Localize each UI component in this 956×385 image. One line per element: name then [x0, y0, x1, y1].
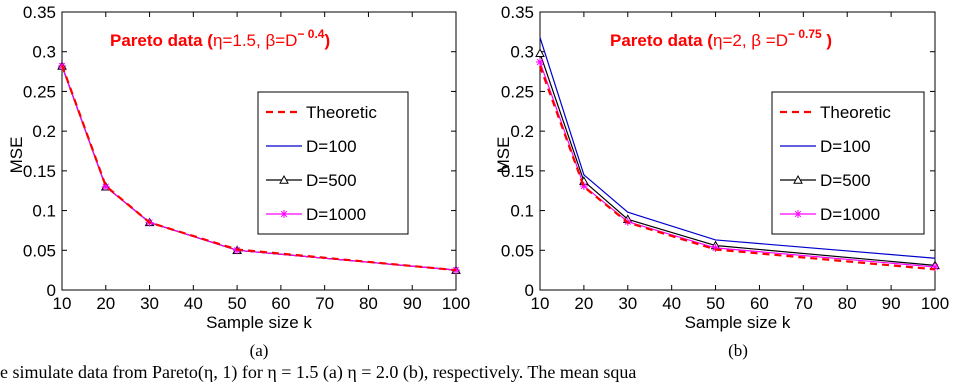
data-point	[536, 58, 544, 67]
legend-label: Theoretic	[306, 103, 377, 122]
x-tick-label: 70	[794, 294, 813, 313]
y-tick-label: 0.1	[510, 202, 534, 221]
data-point	[535, 48, 545, 58]
data-point	[452, 266, 460, 275]
y-tick-label: 0	[47, 281, 56, 300]
chart-title-part: β =D	[751, 31, 788, 50]
legend-label: D=100	[820, 137, 871, 156]
legend-label: D=500	[306, 171, 357, 190]
legend-label: D=1000	[306, 205, 366, 224]
legend-box	[771, 91, 925, 235]
x-tick-label: 10	[53, 294, 72, 313]
panel-caption: (a)	[250, 341, 269, 360]
y-axis-label: MSE	[494, 137, 513, 174]
legend-label: D=1000	[820, 205, 880, 224]
x-tick-label: 40	[662, 294, 681, 313]
y-tick-label: 0.15	[23, 162, 56, 181]
chart-title-part: − 0.4	[297, 27, 324, 41]
y-tick-label: 0.35	[501, 3, 534, 22]
y-tick-label: 0.25	[501, 82, 534, 101]
chart-panel-2: 10 20 30 40 50 60 70 80 90 100 0 0.05 0.1 0.15 0.2 0.25…	[494, 3, 949, 360]
legend-label: D=100	[306, 137, 357, 156]
x-tick-label: 90	[403, 294, 422, 313]
x-tick-label: 90	[882, 294, 901, 313]
legend-label: D=500	[820, 171, 871, 190]
x-tick-label: 20	[96, 294, 115, 313]
x-tick-label: 50	[706, 294, 725, 313]
x-tick-label: 60	[271, 294, 290, 313]
data-point	[101, 182, 110, 191]
chart-title-part: η=2,	[713, 31, 751, 50]
data-point	[579, 181, 588, 190]
x-tick-label: 60	[750, 294, 769, 313]
y-tick-label: 0.05	[501, 241, 534, 260]
chart-title-part: )	[822, 31, 832, 50]
legend-marker	[794, 210, 802, 218]
chart-panel-1: 10 20 30 40 50 60 70 80 90 100 0 0.05 0.1 0.15 0.2 0.25…	[7, 3, 470, 360]
y-axis-label: MSE	[7, 137, 26, 174]
x-tick-label: 70	[315, 294, 334, 313]
chart-title: Pareto data (η=2, β =D− 0.75 )	[610, 27, 832, 50]
legend-marker	[280, 210, 288, 218]
series-line	[538, 65, 936, 271]
chart-title-part: Pareto data (	[610, 31, 713, 50]
y-tick-label: 0.2	[32, 122, 56, 141]
data-point	[931, 262, 939, 271]
y-tick-label: 0.1	[32, 202, 56, 221]
y-tick-label: 0.25	[23, 82, 56, 101]
x-tick-label: 10	[531, 294, 550, 313]
plot-frame	[61, 11, 457, 291]
x-tick-label: 30	[140, 294, 159, 313]
y-tick-label: 0	[525, 281, 534, 300]
x-tick-label: 80	[359, 294, 378, 313]
y-tick-label: 0.35	[23, 3, 56, 22]
chart-title-part: β=D	[265, 31, 297, 50]
legend-marker	[793, 174, 803, 184]
figure-caption: e simulate data from Pareto(η, 1) for η …	[0, 362, 637, 382]
chart-title-part: η=1.5,	[213, 31, 265, 50]
y-tick-label: 0.05	[23, 241, 56, 260]
y-tick-label: 0.3	[32, 43, 56, 62]
series-line	[539, 37, 936, 259]
chart-title-part: )	[324, 31, 330, 50]
x-tick-label: 20	[574, 294, 593, 313]
plot-frame	[539, 11, 936, 291]
chart-title: Pareto data (η=1.5, β=D− 0.4)	[110, 27, 330, 50]
data-point	[711, 243, 720, 252]
x-tick-label: 50	[228, 294, 247, 313]
x-tick-label: 100	[442, 294, 470, 313]
series-line	[60, 64, 457, 272]
legend-box	[257, 91, 409, 235]
x-tick-label: 40	[184, 294, 203, 313]
x-axis-label: Sample size k	[685, 313, 791, 332]
x-tick-label: 100	[921, 294, 949, 313]
y-tick-label: 0.15	[501, 162, 534, 181]
chart-title-part: Pareto data (	[110, 31, 213, 50]
legend-label: Theoretic	[820, 103, 891, 122]
panel-caption: (b)	[728, 341, 748, 360]
x-tick-label: 80	[838, 294, 857, 313]
y-tick-label: 0.3	[510, 43, 534, 62]
x-tick-label: 30	[618, 294, 637, 313]
legend-marker	[279, 174, 289, 184]
x-axis-label: Sample size k	[206, 313, 312, 332]
chart-title-part: − 0.75	[788, 27, 822, 41]
y-tick-label: 0.2	[510, 122, 534, 141]
